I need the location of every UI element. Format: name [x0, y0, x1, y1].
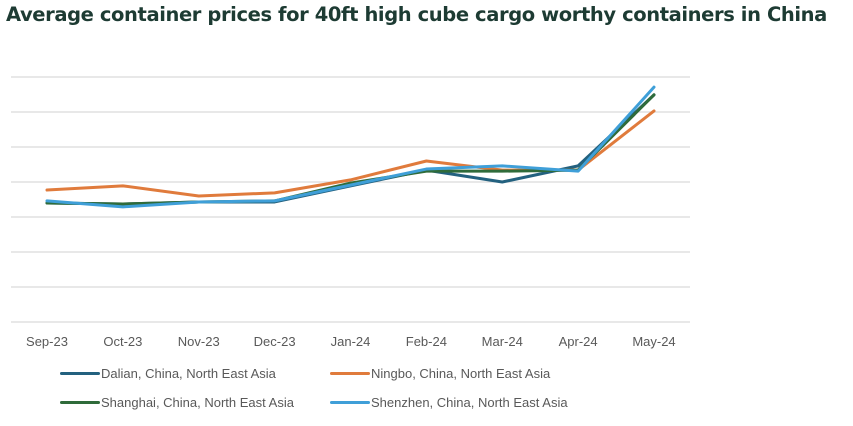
legend-swatch-shanghai	[60, 401, 100, 404]
x-tick-label: Jan-24	[331, 334, 371, 349]
legend-swatch-ningbo	[330, 372, 370, 375]
x-tick-label: Nov-23	[178, 334, 220, 349]
legend-label-shanghai: Shanghai, China, North East Asia	[101, 395, 294, 410]
legend-swatch-shenzhen	[330, 401, 370, 404]
x-tick-label: Feb-24	[406, 334, 447, 349]
legend-item-dalian: Dalian, China, North East Asia	[60, 366, 276, 381]
gridlines	[11, 76, 690, 323]
x-tick-label: Oct-23	[103, 334, 142, 349]
series-line-shenzhen	[45, 85, 656, 209]
x-tick-label: Sep-23	[26, 334, 68, 349]
x-tick-label: Apr-24	[559, 334, 598, 349]
chart-title: Average container prices for 40ft high c…	[6, 3, 827, 26]
legend-label-ningbo: Ningbo, China, North East Asia	[371, 366, 551, 381]
legend-label-shenzhen: Shenzhen, China, North East Asia	[371, 395, 568, 410]
x-tick-label: Mar-24	[482, 334, 523, 349]
legend-item-shanghai: Shanghai, China, North East Asia	[60, 395, 294, 410]
x-axis-tick-labels: Sep-23 Oct-23 Nov-23 Dec-23 Jan-24 Feb-24 Mar-…	[26, 334, 676, 349]
x-tick-label: Dec-23	[254, 334, 296, 349]
legend-label-dalian: Dalian, China, North East Asia	[101, 366, 276, 381]
x-tick-label: May-24	[632, 334, 675, 349]
series-lines	[45, 85, 656, 209]
legend-item-shenzhen: Shenzhen, China, North East Asia	[330, 395, 568, 410]
legend-swatch-dalian	[60, 372, 100, 375]
legend-item-ningbo: Ningbo, China, North East Asia	[330, 366, 550, 381]
